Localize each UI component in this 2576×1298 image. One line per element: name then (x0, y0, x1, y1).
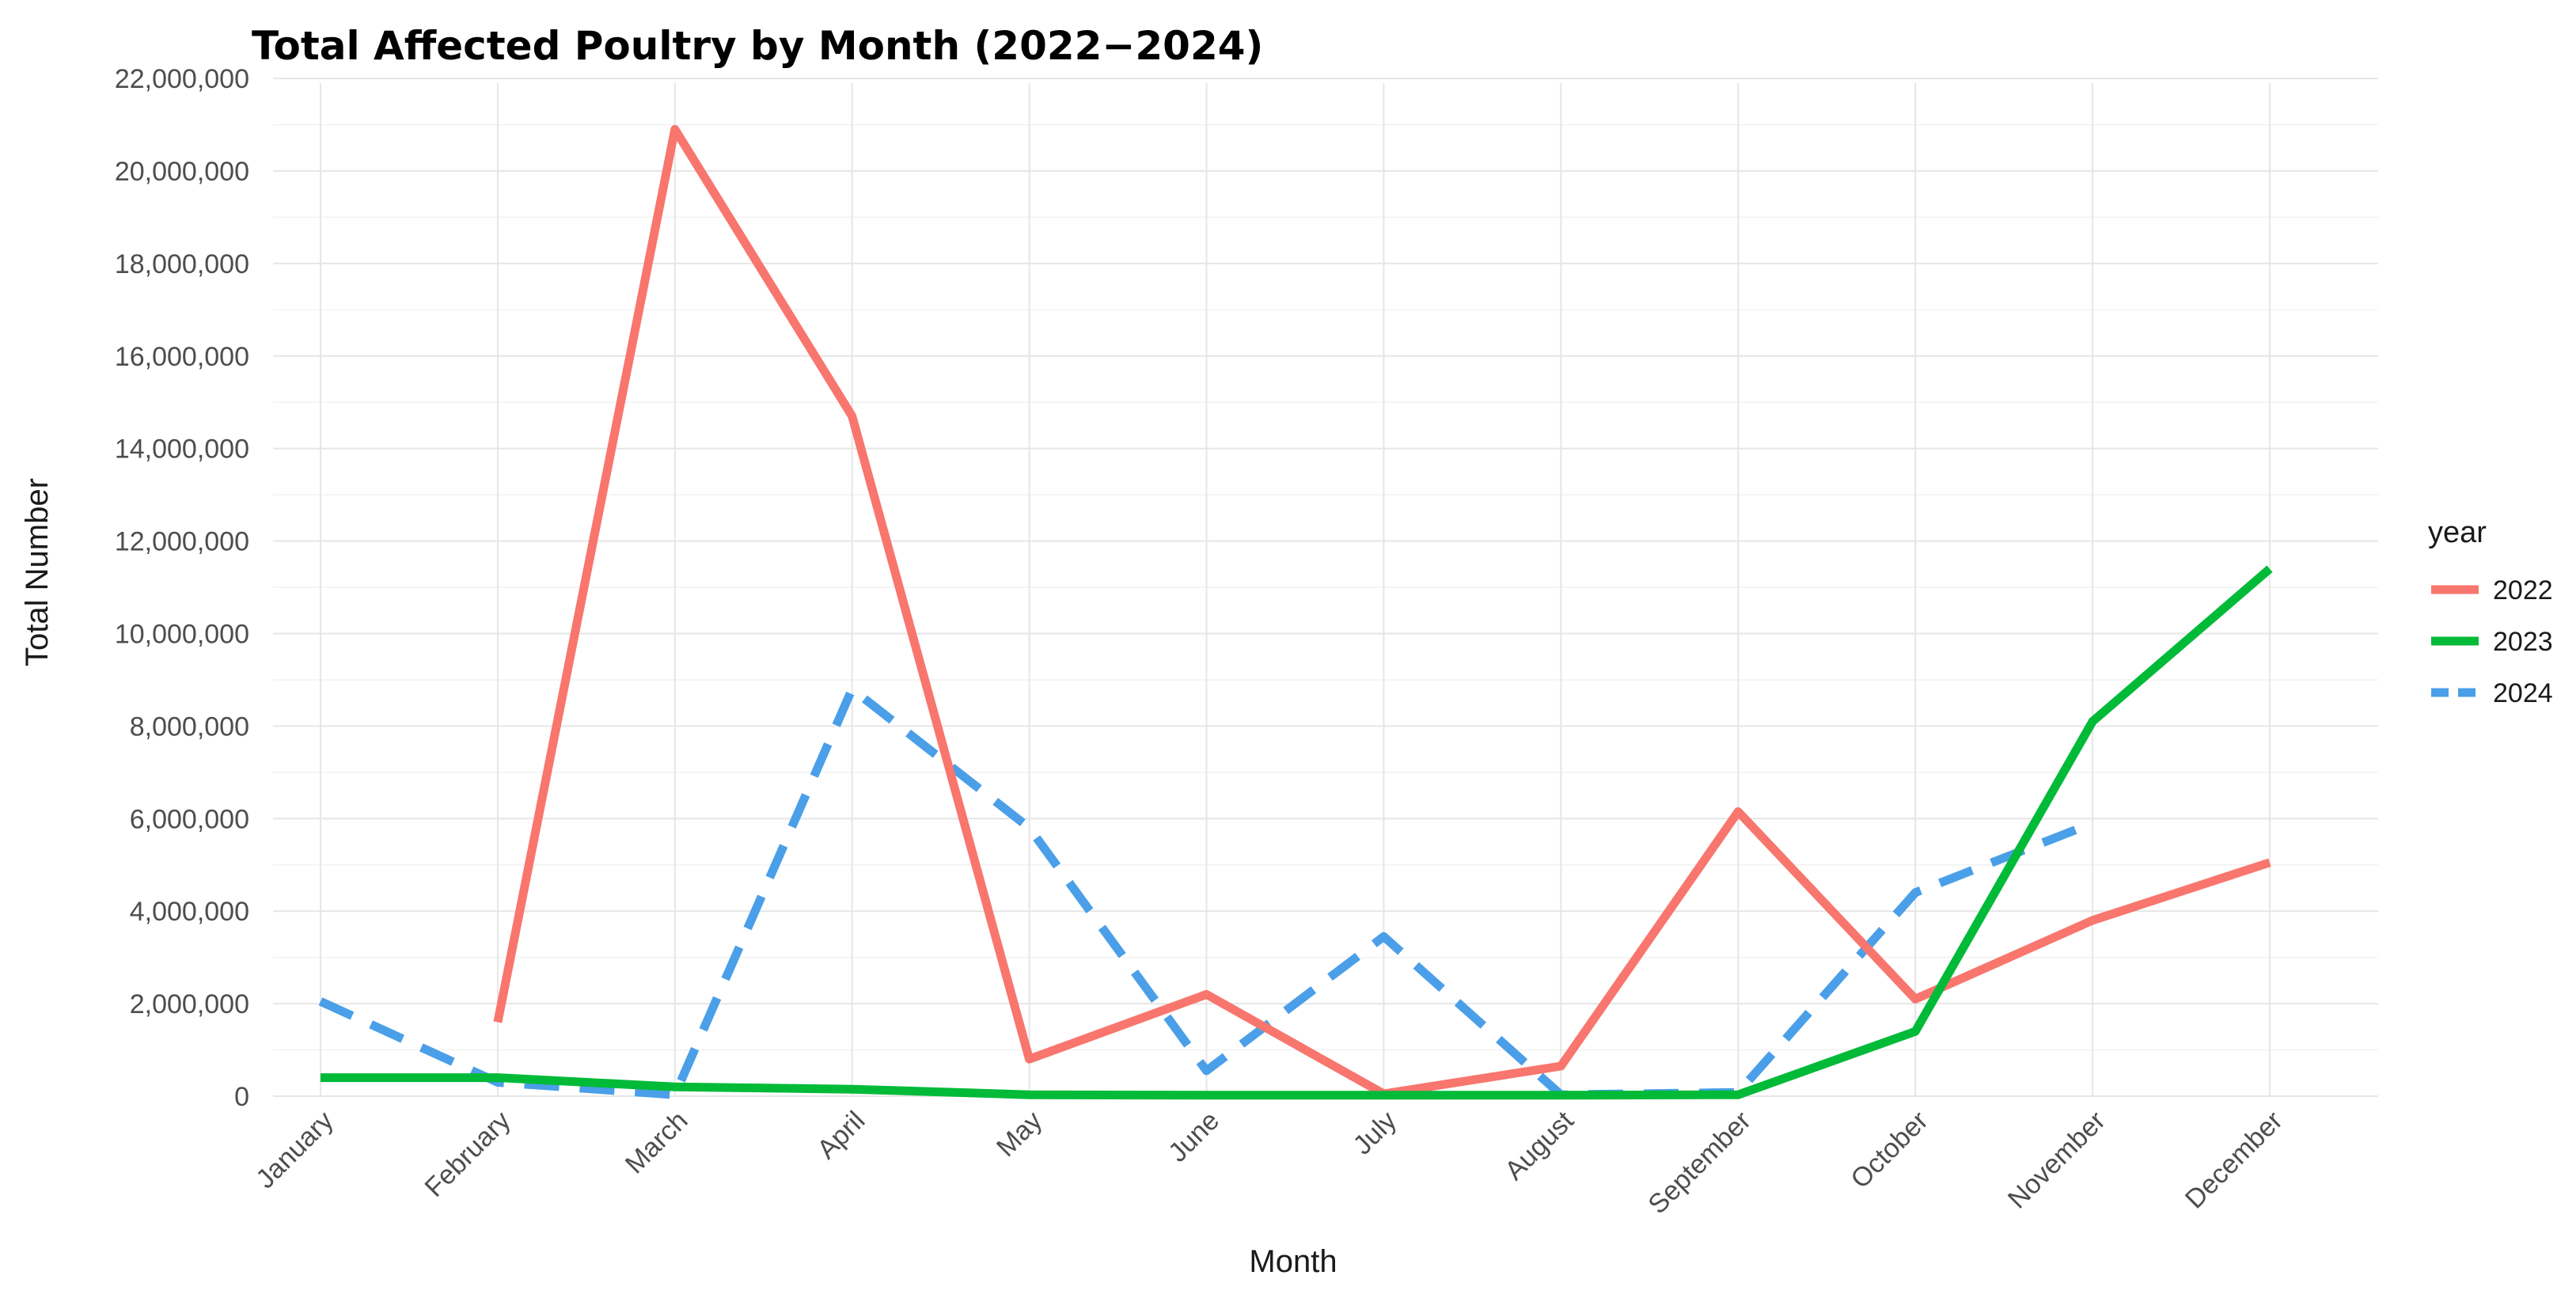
y-tick-label: 14,000,000 (115, 435, 249, 465)
legend-label-2024: 2024 (2493, 678, 2553, 708)
series-line-2023 (321, 565, 2273, 1100)
series-lines (318, 124, 2273, 1100)
x-tick-label: June (1163, 1106, 1225, 1168)
y-axis-label: Total Number (20, 478, 55, 666)
y-tick-label: 18,000,000 (115, 249, 249, 279)
y-tick-label: 12,000,000 (115, 527, 249, 557)
grid (273, 78, 2378, 1097)
x-tick-label: November (2002, 1106, 2111, 1215)
x-tick-label: March (620, 1106, 694, 1180)
x-tick-label: February (419, 1106, 516, 1203)
x-tick-label: January (250, 1106, 339, 1194)
y-tick-label: 20,000,000 (115, 157, 249, 187)
y-tick-label: 6,000,000 (130, 804, 249, 834)
legend-label-2022: 2022 (2493, 575, 2553, 605)
y-tick-label: 22,000,000 (115, 64, 249, 94)
y-tick-label: 2,000,000 (130, 989, 249, 1019)
y-tick-label: 10,000,000 (115, 620, 249, 650)
y-tick-label: 8,000,000 (130, 712, 249, 742)
legend: year 2022 2023 2024 (2428, 516, 2553, 708)
series-line-2024 (318, 685, 2095, 1099)
x-tick-label: October (1845, 1106, 1933, 1194)
x-tick-label: May (991, 1106, 1048, 1163)
x-tick-label: July (1347, 1106, 1402, 1161)
y-tick-label: 0 (234, 1082, 249, 1112)
x-tick-label: September (1642, 1106, 1756, 1220)
x-tick-label: December (2180, 1106, 2289, 1215)
y-axis-ticks: 0 2,000,000 4,000,000 6,000,000 8,000,000 10,… (115, 64, 249, 1112)
x-tick-label: April (811, 1106, 871, 1165)
legend-title: year (2428, 516, 2487, 549)
y-tick-label: 16,000,000 (115, 342, 249, 372)
legend-label-2023: 2023 (2493, 627, 2553, 657)
x-tick-label: August (1499, 1105, 1580, 1186)
chart-title: Total Affected Poultry by Month (2022−20… (252, 23, 1263, 69)
x-axis-label: Month (1249, 1244, 1337, 1279)
x-axis-ticks: January February March April May June July Augu… (250, 1105, 2288, 1220)
y-tick-label: 4,000,000 (130, 897, 249, 927)
